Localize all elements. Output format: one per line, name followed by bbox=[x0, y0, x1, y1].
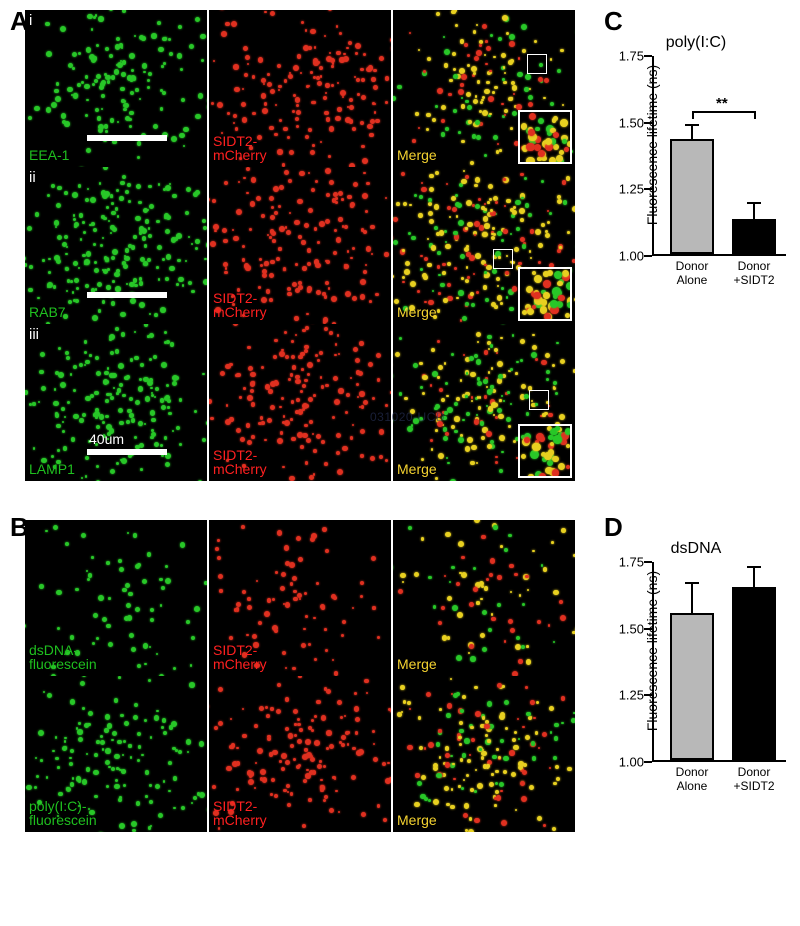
xtick-label: DonorAlone bbox=[662, 260, 722, 288]
roman-label: iii bbox=[29, 326, 39, 343]
panel-B-0-merge: Merge bbox=[393, 520, 575, 676]
panel-B-row-1: poly(I:C)-fluorescein SIDT2-mCherry Merge bbox=[25, 676, 585, 832]
bar-0 bbox=[670, 613, 714, 760]
panel-A-iii-green: iii LAMP1 40um bbox=[25, 324, 207, 481]
panel-A-ii-merge: Merge bbox=[393, 167, 575, 324]
roman-label: ii bbox=[29, 169, 36, 186]
panel-B-0-red: SIDT2-mCherry bbox=[209, 520, 391, 676]
ytick bbox=[644, 255, 652, 257]
ytick bbox=[644, 188, 652, 190]
roi-box bbox=[527, 54, 547, 74]
xtick-label: Donor+SIDT2 bbox=[724, 766, 784, 794]
panel-B-1-green: poly(I:C)-fluorescein bbox=[25, 676, 207, 832]
channel-label: SIDT2-mCherry bbox=[213, 643, 267, 672]
channel-label: RAB7 bbox=[29, 305, 66, 320]
channel-label: Merge bbox=[397, 657, 437, 672]
ytick bbox=[644, 761, 652, 763]
channel-label: SIDT2-mCherry bbox=[213, 291, 267, 320]
errorbar bbox=[691, 125, 693, 141]
panel-A-iii-merge: Merge bbox=[393, 324, 575, 481]
roman-label: i bbox=[29, 12, 32, 29]
panel-B: dsDNA-fluoresceinSIDT2-mCherryMergepoly(… bbox=[25, 520, 585, 832]
roi-box bbox=[493, 249, 513, 269]
ytick-label: 1.75 bbox=[610, 49, 644, 64]
scale-bar bbox=[87, 449, 167, 455]
watermark-text: 031020-UCD bbox=[370, 410, 445, 424]
panel-letter-C: C bbox=[604, 6, 623, 37]
merge-inset bbox=[518, 267, 572, 321]
ytick bbox=[644, 694, 652, 696]
channel-label: Merge bbox=[397, 462, 437, 477]
bar-0 bbox=[670, 139, 714, 254]
bar-1 bbox=[732, 219, 776, 254]
xtick-label: Donor+SIDT2 bbox=[724, 260, 784, 288]
channel-label: Merge bbox=[397, 305, 437, 320]
ytick-label: 1.75 bbox=[610, 555, 644, 570]
ytick-label: 1.25 bbox=[610, 688, 644, 703]
channel-label: Merge bbox=[397, 148, 437, 163]
significance-stars: ** bbox=[716, 95, 728, 112]
panel-A-row-i: i EEA-1 SIDT2-mCherry Merge bbox=[25, 10, 585, 167]
chart-C-plot: 1.001.251.501.75DonorAloneDonor+SIDT2** bbox=[652, 56, 786, 256]
ytick bbox=[644, 561, 652, 563]
panel-B-0-green: dsDNA-fluorescein bbox=[25, 520, 207, 676]
ytick bbox=[644, 122, 652, 124]
ytick bbox=[644, 55, 652, 57]
panel-A-i-merge: Merge bbox=[393, 10, 575, 167]
errorbar bbox=[691, 583, 693, 615]
panel-A: i EEA-1 SIDT2-mCherry Merge ii RAB7 SIDT2-mChe… bbox=[25, 10, 585, 481]
ytick bbox=[644, 628, 652, 630]
channel-label: SIDT2-mCherry bbox=[213, 448, 267, 477]
panel-B-1-red: SIDT2-mCherry bbox=[209, 676, 391, 832]
scale-bar-label: 40um bbox=[89, 431, 124, 447]
channel-label: LAMP1 bbox=[29, 462, 75, 477]
panel-B-1-merge: Merge bbox=[393, 676, 575, 832]
channel-label: SIDT2-mCherry bbox=[213, 134, 267, 163]
channel-label: dsDNA-fluorescein bbox=[29, 643, 97, 672]
panel-A-ii-red: SIDT2-mCherry bbox=[209, 167, 391, 324]
panel-A-ii-green: ii RAB7 bbox=[25, 167, 207, 324]
ytick-label: 1.50 bbox=[610, 621, 644, 636]
ytick-label: 1.00 bbox=[610, 249, 644, 264]
panel-A-row-ii: ii RAB7 SIDT2-mCherry Merge bbox=[25, 167, 585, 324]
panel-A-i-red: SIDT2-mCherry bbox=[209, 10, 391, 167]
roi-box bbox=[529, 390, 549, 410]
chart-D-plot: 1.001.251.501.75DonorAloneDonor+SIDT2 bbox=[652, 562, 786, 762]
merge-inset bbox=[518, 110, 572, 164]
errorbar bbox=[753, 203, 755, 222]
scale-bar bbox=[87, 292, 167, 298]
bar-1 bbox=[732, 587, 776, 760]
channel-label: poly(I:C)-fluorescein bbox=[29, 799, 97, 828]
errorbar bbox=[753, 567, 755, 588]
xtick-label: DonorAlone bbox=[662, 766, 722, 794]
ytick-label: 1.25 bbox=[610, 182, 644, 197]
panel-A-iii-red: SIDT2-mCherry bbox=[209, 324, 391, 481]
panel-A-i-green: i EEA-1 bbox=[25, 10, 207, 167]
channel-label: EEA-1 bbox=[29, 148, 69, 163]
ytick-label: 1.00 bbox=[610, 755, 644, 770]
channel-label: Merge bbox=[397, 813, 437, 828]
ytick-label: 1.50 bbox=[610, 115, 644, 130]
scale-bar bbox=[87, 135, 167, 141]
merge-inset bbox=[518, 424, 572, 478]
chart-D: dsDNA Fluorescence lifetime (ns) 1.001.2… bbox=[606, 540, 786, 762]
panel-A-row-iii: iii LAMP1 40um SIDT2-mCherry Merge bbox=[25, 324, 585, 481]
chart-C: poly(I:C) Fluorescence lifetime (ns) 1.0… bbox=[606, 34, 786, 256]
channel-label: SIDT2-mCherry bbox=[213, 799, 267, 828]
panel-letter-D: D bbox=[604, 512, 623, 543]
panel-B-row-0: dsDNA-fluorescein SIDT2-mCherry Merge bbox=[25, 520, 585, 676]
